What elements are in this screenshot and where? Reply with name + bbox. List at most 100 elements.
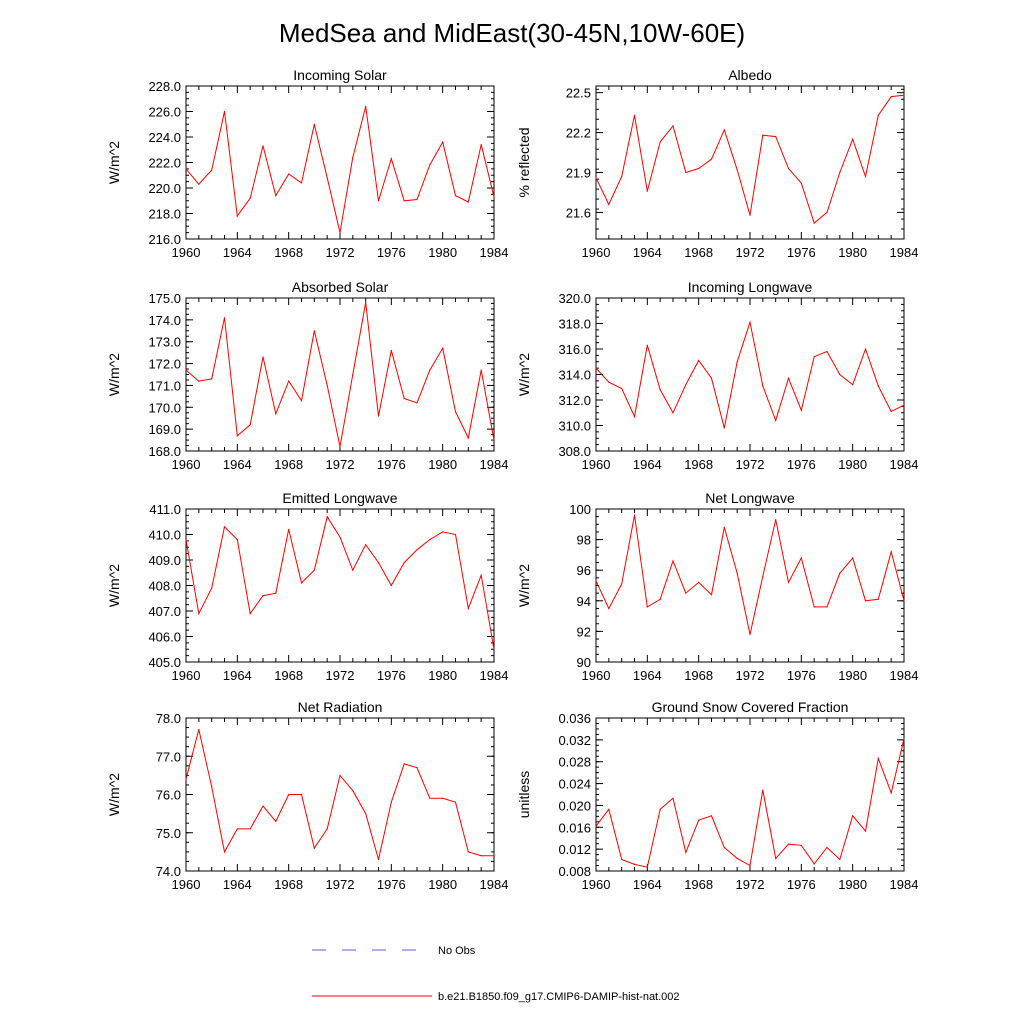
x-tick-label: 1968: [274, 668, 303, 683]
data-point: [710, 594, 713, 596]
figure-title: MedSea and MidEast(30-45N,10W-60E): [279, 18, 745, 48]
y-tick-label: 0.012: [558, 842, 591, 857]
data-point: [723, 427, 725, 429]
data-point: [262, 595, 264, 597]
data-point: [390, 801, 392, 803]
x-tick-label: 1976: [787, 245, 816, 260]
data-point: [185, 539, 187, 541]
data-point: [723, 129, 725, 131]
data-point: [377, 415, 380, 417]
y-tick-label: 90: [577, 655, 591, 670]
data-point: [723, 526, 725, 529]
panel-incoming-longwave: Incoming Longwave W/m^2 1960 1964 1968 1972 19…: [516, 279, 918, 472]
panel-net-longwave: Net Longwave W/m^2 1960 1964 1968 1972 1976 198…: [516, 490, 918, 683]
y-tick-label: 0.016: [558, 820, 591, 835]
data-point: [787, 843, 790, 845]
data-point: [454, 801, 457, 803]
data-point: [877, 114, 879, 116]
data-point: [621, 583, 623, 585]
data-point: [480, 144, 482, 146]
y-tick-label: 77.0: [156, 749, 181, 764]
data-point: [249, 828, 251, 830]
x-tick-label: 1984: [890, 245, 919, 260]
data-point: [313, 847, 315, 849]
data-point: [890, 410, 892, 413]
x-tick-label: 1976: [377, 668, 406, 683]
data-point: [300, 793, 303, 796]
x-tick-label: 1960: [172, 668, 201, 683]
y-tick-label: 0.008: [558, 864, 591, 879]
data-point: [223, 526, 226, 528]
data-point: [890, 792, 892, 794]
data-point: [826, 350, 828, 353]
y-tick-label: 312.0: [558, 393, 591, 408]
y-tick-label: 0.028: [558, 755, 591, 770]
y-tick-label: 172.0: [148, 357, 181, 372]
data-point: [621, 387, 623, 390]
x-tick-label: 1972: [326, 668, 355, 683]
data-point: [377, 562, 380, 564]
panel-incoming-solar: Incoming Solar W/m^2 1960 1964 1968 1972 1976 1…: [106, 67, 508, 260]
data-point: [313, 123, 315, 125]
data-point: [646, 866, 648, 868]
x-tick-label: 1960: [582, 245, 611, 260]
x-tick-label: 1968: [684, 877, 713, 892]
data-point: [211, 169, 213, 171]
x-tick-label: 1964: [223, 668, 252, 683]
data-point: [493, 855, 495, 857]
x-tick-label: 1980: [428, 668, 457, 683]
x-tick-label: 1960: [172, 877, 201, 892]
data-point: [454, 411, 457, 413]
x-tick-label: 1976: [377, 245, 406, 260]
data-point: [813, 222, 815, 224]
data-point: [326, 384, 328, 386]
y-tick-label: 94: [577, 594, 591, 609]
panels-container: Incoming Solar W/m^2 1960 1964 1968 1972 1976 1…: [106, 67, 918, 892]
panel-title: Incoming Longwave: [688, 279, 813, 295]
data-point: [416, 767, 418, 769]
data-point: [813, 606, 815, 608]
data-point: [800, 844, 802, 846]
data-point: [813, 863, 815, 865]
x-tick-label: 1980: [838, 245, 867, 260]
data-point: [416, 198, 418, 201]
x-tick-label: 1968: [274, 457, 303, 472]
y-tick-label: 318.0: [558, 317, 591, 332]
x-tick-label: 1980: [838, 668, 867, 683]
x-tick-label: 1984: [890, 877, 919, 892]
x-tick-label: 1984: [480, 668, 509, 683]
x-tick-label: 1984: [480, 877, 509, 892]
data-point: [595, 177, 597, 179]
x-tick-label: 1972: [326, 877, 355, 892]
data-point: [326, 828, 328, 830]
data-point: [467, 201, 469, 203]
x-tick-label: 1960: [582, 668, 611, 683]
data-point: [826, 846, 828, 849]
legend-model-label: b.e21.B1850.f09_g17.CMIP6-DAMIP-hist-nat…: [438, 991, 680, 1003]
x-tick-label: 1972: [326, 245, 355, 260]
x-tick-label: 1968: [274, 877, 303, 892]
y-tick-label: 92: [577, 624, 591, 639]
x-tick-label: 1960: [582, 877, 611, 892]
x-tick-label: 1976: [377, 457, 406, 472]
data-point: [890, 96, 892, 98]
data-point: [800, 409, 802, 411]
y-tick-label: 174.0: [148, 313, 181, 328]
x-tick-label: 1968: [684, 457, 713, 472]
data-point: [787, 167, 790, 170]
data-point: [403, 562, 405, 564]
panel-absorbed-solar: Absorbed Solar W/m^2 1960 1964 1968 1972 1976 1…: [106, 279, 508, 472]
data-point: [300, 182, 303, 184]
data-point: [877, 757, 879, 760]
y-axis-label: W/m^2: [516, 564, 532, 607]
data-point: [698, 359, 700, 362]
data-point: [621, 175, 623, 178]
x-tick-label: 1960: [172, 245, 201, 260]
data-point: [595, 367, 597, 369]
data-point: [288, 528, 290, 531]
data-point: [646, 344, 648, 346]
data-point: [762, 385, 764, 387]
data-point: [736, 857, 738, 860]
data-point: [403, 200, 405, 202]
